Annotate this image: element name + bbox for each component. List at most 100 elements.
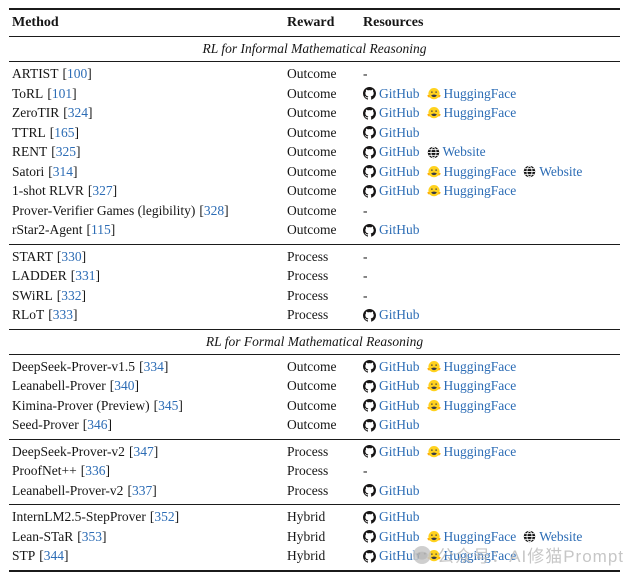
citation-link[interactable]: 101 bbox=[51, 85, 73, 101]
huggingface-link[interactable]: HuggingFace bbox=[426, 529, 516, 545]
table-row: DeepSeek-Prover-v2 [347] Process GitHub Hugg… bbox=[9, 442, 620, 462]
github-link[interactable]: GitHub bbox=[363, 222, 420, 238]
huggingface-link[interactable]: HuggingFace bbox=[426, 86, 516, 102]
citation-ref: [328] bbox=[199, 203, 228, 218]
table-row: Leanabell-Prover [340] Outcome GitHub Huggin… bbox=[9, 377, 620, 397]
table-row: Satori [314] Outcome GitHub HuggingFace Websi… bbox=[9, 162, 620, 182]
github-link[interactable]: GitHub bbox=[363, 144, 420, 160]
huggingface-icon bbox=[426, 87, 441, 101]
row-group: ARTIST [100] Outcome - ToRL [101] Outcome GitHu… bbox=[9, 62, 620, 244]
citation-link[interactable]: 332 bbox=[61, 287, 82, 303]
github-link[interactable]: GitHub bbox=[363, 307, 420, 323]
citation-link[interactable]: 353 bbox=[81, 528, 103, 544]
citation-link[interactable]: 325 bbox=[55, 144, 76, 160]
group-rule bbox=[9, 243, 620, 245]
citation-bracket: [ bbox=[48, 307, 53, 323]
method-cell: DeepSeek-Prover-v2 [347] bbox=[12, 444, 287, 460]
citation-link[interactable]: 346 bbox=[87, 417, 108, 433]
citation-link[interactable]: 340 bbox=[114, 378, 135, 394]
citation-link[interactable]: 327 bbox=[92, 183, 113, 199]
column-header-resources: Resources bbox=[363, 15, 424, 30]
website-link[interactable]: Website bbox=[523, 164, 582, 180]
resource-label: GitHub bbox=[379, 482, 420, 498]
citation-link[interactable]: 324 bbox=[67, 105, 88, 121]
reward-value: Outcome bbox=[287, 124, 337, 140]
github-link[interactable]: GitHub bbox=[363, 548, 420, 564]
citation-bracket: ] bbox=[95, 268, 101, 284]
citation-link[interactable]: 347 bbox=[133, 443, 154, 459]
section-rule bbox=[9, 353, 620, 355]
citation-link[interactable]: 352 bbox=[154, 509, 175, 525]
reward-value: Outcome bbox=[287, 66, 337, 82]
huggingface-link[interactable]: HuggingFace bbox=[426, 444, 516, 460]
github-link[interactable]: GitHub bbox=[363, 105, 420, 121]
huggingface-link[interactable]: HuggingFace bbox=[426, 398, 516, 414]
huggingface-link[interactable]: HuggingFace bbox=[426, 359, 516, 375]
method-name: DeepSeek-Prover-v1.5 bbox=[12, 358, 136, 374]
huggingface-link[interactable]: HuggingFace bbox=[426, 105, 516, 121]
huggingface-link[interactable]: HuggingFace bbox=[426, 164, 516, 180]
citation-bracket: [ bbox=[56, 287, 62, 303]
citation-link[interactable]: 330 bbox=[61, 248, 82, 264]
website-link[interactable]: Website bbox=[523, 529, 582, 545]
citation-ref: [324] bbox=[63, 105, 92, 120]
github-link[interactable]: GitHub bbox=[363, 125, 420, 141]
method-cell: LADDER [331] bbox=[12, 268, 287, 284]
citation-link[interactable]: 337 bbox=[131, 482, 153, 498]
reward-value: Hybrid bbox=[287, 528, 326, 544]
huggingface-icon bbox=[426, 379, 441, 393]
no-resource-dash: - bbox=[363, 268, 368, 284]
github-icon bbox=[363, 530, 376, 543]
github-link[interactable]: GitHub bbox=[363, 398, 420, 414]
citation-bracket: ] bbox=[134, 378, 139, 394]
method-name: START bbox=[12, 248, 53, 264]
reward-value: Outcome bbox=[287, 85, 337, 101]
table-row: STP [344] Hybrid GitHub HuggingFace bbox=[9, 547, 620, 567]
reward-value: Outcome bbox=[287, 183, 337, 199]
citation-link[interactable]: 331 bbox=[75, 268, 96, 284]
citation-link[interactable]: 333 bbox=[52, 307, 73, 323]
github-link[interactable]: GitHub bbox=[363, 529, 420, 545]
github-link[interactable]: GitHub bbox=[363, 86, 420, 102]
row-group: DeepSeek-Prover-v1.5 [334] Outcome GitHub Hu… bbox=[9, 355, 620, 439]
resources-cell: GitHub HuggingFace bbox=[363, 378, 620, 394]
method-name: ProofNet++ bbox=[12, 463, 77, 479]
citation-link[interactable]: 314 bbox=[52, 163, 73, 179]
github-link[interactable]: GitHub bbox=[363, 164, 420, 180]
github-link[interactable]: GitHub bbox=[363, 509, 420, 525]
method-name: InternLM2.5-StepProver bbox=[12, 509, 146, 525]
citation-link[interactable]: 336 bbox=[85, 463, 106, 479]
citation-link[interactable]: 115 bbox=[90, 222, 111, 238]
resource-label: GitHub bbox=[379, 509, 420, 525]
github-icon bbox=[363, 223, 376, 237]
citation-ref: [334] bbox=[139, 359, 168, 374]
github-icon bbox=[363, 379, 376, 393]
citation-link[interactable]: 344 bbox=[43, 548, 65, 564]
method-name: STP bbox=[12, 548, 36, 564]
citation-link[interactable]: 100 bbox=[66, 66, 88, 82]
citation-link[interactable]: 345 bbox=[158, 397, 179, 413]
github-link[interactable]: GitHub bbox=[363, 483, 420, 499]
method-cell: 1-shot RLVR [327] bbox=[12, 183, 287, 199]
citation-link[interactable]: 328 bbox=[203, 202, 225, 218]
huggingface-link[interactable]: HuggingFace bbox=[426, 378, 516, 394]
citation-link[interactable]: 165 bbox=[54, 124, 75, 140]
method-name: RENT bbox=[12, 144, 48, 160]
resources-cell: GitHub bbox=[363, 483, 620, 499]
github-link[interactable]: GitHub bbox=[363, 378, 420, 394]
website-link[interactable]: Website bbox=[427, 144, 486, 160]
github-link[interactable]: GitHub bbox=[363, 417, 420, 433]
github-link[interactable]: GitHub bbox=[363, 359, 420, 375]
github-link[interactable]: GitHub bbox=[363, 183, 420, 199]
reward-value: Outcome bbox=[287, 397, 337, 413]
huggingface-link[interactable]: HuggingFace bbox=[426, 183, 516, 199]
huggingface-link[interactable]: HuggingFace bbox=[426, 548, 516, 564]
method-name: rStar2-Agent bbox=[12, 222, 83, 238]
table-row: TTRL [165] Outcome GitHub bbox=[9, 123, 620, 143]
citation-link[interactable]: 334 bbox=[143, 358, 164, 374]
citation-bracket: [ bbox=[139, 358, 144, 374]
reward-value: Process bbox=[287, 443, 329, 459]
resources-cell: GitHub HuggingFace Website bbox=[363, 164, 620, 180]
github-link[interactable]: GitHub bbox=[363, 444, 420, 460]
column-header-method: Method bbox=[12, 15, 59, 30]
